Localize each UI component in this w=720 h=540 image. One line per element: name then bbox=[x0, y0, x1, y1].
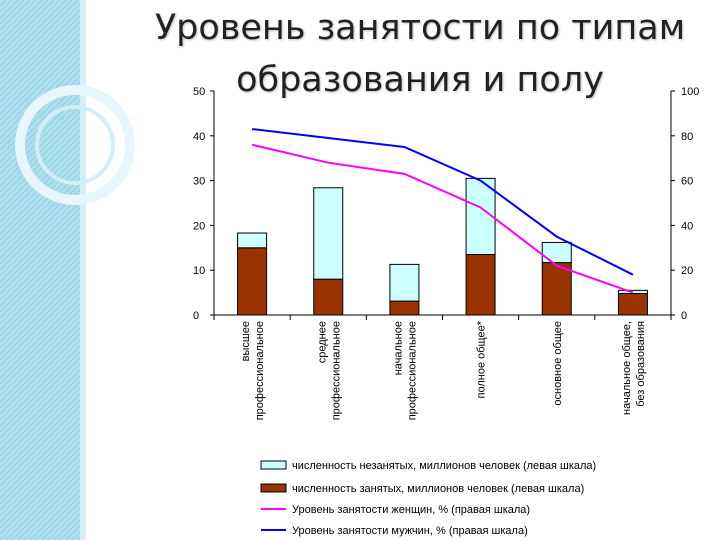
category-label: профессиональное bbox=[406, 321, 418, 420]
left-tick-label: 50 bbox=[193, 86, 205, 98]
right-tick-label: 100 bbox=[681, 86, 699, 98]
left-tick-label: 20 bbox=[193, 220, 205, 232]
title-line-1: Уровень занятости по типам bbox=[154, 8, 686, 48]
line-women bbox=[251, 143, 634, 294]
left-tick-label: 10 bbox=[193, 265, 205, 277]
category-label: высшее bbox=[240, 321, 252, 361]
legend-label: Уровень занятости мужчин, % (правая шкал… bbox=[292, 525, 528, 537]
bar-employed bbox=[237, 247, 268, 316]
right-tick-label: 40 bbox=[681, 220, 693, 232]
right-tick-label: 80 bbox=[681, 131, 693, 143]
right-tick-label: 20 bbox=[681, 265, 693, 277]
line-men bbox=[251, 128, 634, 276]
side-strip-border bbox=[80, 0, 86, 540]
decorative-circle bbox=[15, 85, 135, 205]
bar-unemployed bbox=[465, 177, 496, 256]
title-line-2: образования и полу bbox=[236, 60, 604, 100]
legend-swatch bbox=[260, 460, 287, 470]
category-label: начальное общее, bbox=[621, 321, 633, 415]
category-label: профессиональное bbox=[330, 321, 342, 420]
category-label: основное общее bbox=[552, 321, 564, 406]
left-tick-label: 40 bbox=[193, 131, 205, 143]
bar-unemployed bbox=[541, 241, 572, 264]
bar-employed bbox=[617, 292, 648, 316]
decorative-circle-inner bbox=[35, 105, 115, 185]
bar-unemployed bbox=[313, 187, 344, 280]
category-label: среднее bbox=[316, 321, 328, 363]
category-label: профессиональное bbox=[254, 321, 266, 420]
legend-label: численность незанятых, миллионов человек… bbox=[292, 460, 596, 472]
category-label: без образования bbox=[635, 321, 647, 407]
category-label: начальное bbox=[392, 321, 404, 375]
left-tick-label: 0 bbox=[193, 310, 199, 322]
bar-unemployed bbox=[237, 232, 268, 249]
bar-unemployed bbox=[389, 263, 420, 302]
bar-employed bbox=[313, 278, 344, 316]
legend-label: Уровень занятости женщин, % (правая шкал… bbox=[292, 504, 530, 516]
legend-label: численность занятых, миллионов человек (… bbox=[292, 483, 584, 495]
right-tick-label: 60 bbox=[681, 176, 693, 188]
slide-title: Уровень занятости по типам образования и… bbox=[150, 2, 690, 106]
right-tick-label: 0 bbox=[681, 310, 687, 322]
bar-employed bbox=[389, 300, 420, 316]
bar-employed bbox=[465, 254, 496, 316]
category-label: полное общее* bbox=[476, 320, 488, 398]
bar-employed bbox=[541, 262, 572, 316]
left-tick-label: 30 bbox=[193, 176, 205, 188]
legend-swatch bbox=[260, 483, 287, 493]
